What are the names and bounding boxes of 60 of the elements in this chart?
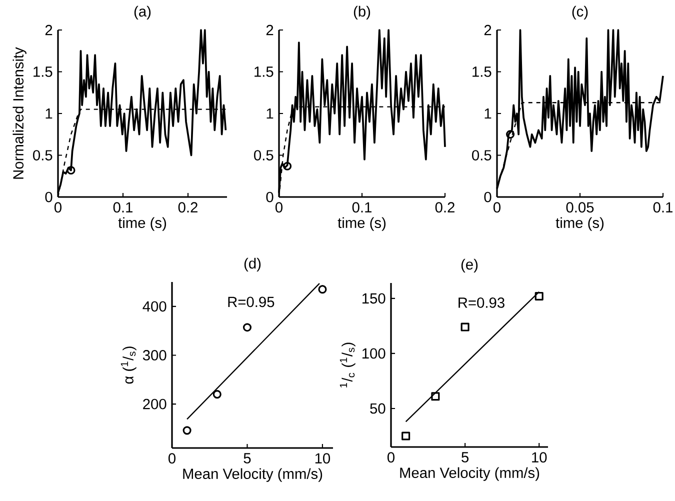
x-tick-label: 0.2 bbox=[435, 202, 454, 213]
x-axis-title: Mean Velocity (mm/s) bbox=[183, 468, 322, 482]
y-tick-label: 0.5 bbox=[472, 150, 492, 160]
x-axis-title: time (s) bbox=[118, 217, 166, 231]
point bbox=[534, 292, 544, 300]
y-tick-label: 100 bbox=[362, 348, 386, 359]
y-tick-label: 1.5 bbox=[472, 66, 492, 77]
x-tick-label: 0 bbox=[168, 453, 176, 464]
x-tick-label: 10 bbox=[315, 453, 330, 464]
y-tick-label: 300 bbox=[142, 350, 166, 360]
x-axis-title: Mean Velocity (mm/s) bbox=[400, 467, 540, 481]
chart-title: (c) bbox=[572, 6, 588, 20]
y-tick-label: 0 bbox=[45, 192, 52, 202]
y-tick-label: 1 bbox=[484, 108, 492, 119]
x-tick-label: 0 bbox=[387, 452, 394, 463]
y-tick-label: 0.5 bbox=[33, 150, 52, 160]
x-tick-label: 0.1 bbox=[352, 202, 372, 213]
x-tick-label: 0 bbox=[493, 202, 500, 213]
y-axis-title: α ($^{1}$/$_{s}$) bbox=[120, 346, 136, 384]
point bbox=[431, 392, 440, 401]
y-tick-label: 1.5 bbox=[34, 66, 52, 77]
x-tick-label: 0.1 bbox=[113, 202, 132, 213]
point bbox=[460, 322, 470, 332]
y-tick-label: 2 bbox=[484, 24, 492, 36]
annotation: R=0.93 bbox=[458, 298, 504, 308]
y-tick-label: 400 bbox=[142, 301, 166, 312]
x-tick-label: 0.05 bbox=[566, 202, 594, 213]
x-axis-title: time (s) bbox=[338, 217, 386, 231]
y-tick-label: 0.5 bbox=[254, 150, 274, 160]
chart-title: (a) bbox=[134, 6, 151, 20]
x-axis-title: time (s) bbox=[556, 217, 604, 231]
point bbox=[182, 426, 192, 435]
x-tick-label: 5 bbox=[244, 453, 251, 464]
y-tick-label: 2 bbox=[45, 24, 52, 36]
point bbox=[242, 323, 252, 332]
point bbox=[212, 390, 222, 399]
y-tick-label: 2 bbox=[266, 24, 274, 36]
y-tick-label: 0 bbox=[484, 192, 492, 202]
x-tick-label: 5 bbox=[462, 452, 469, 462]
x-tick-label: 10 bbox=[532, 452, 547, 463]
x-tick-label: 0 bbox=[275, 202, 282, 213]
chart-title: (e) bbox=[461, 258, 478, 273]
chart-title: (d) bbox=[244, 258, 261, 272]
line-series bbox=[278, 29, 446, 194]
y-axis-title: $^{1}$/$_{c}$ ($^{1}$/$_{s}$) bbox=[340, 342, 356, 388]
y-tick-label: 50 bbox=[370, 403, 386, 414]
point bbox=[402, 432, 410, 440]
y-tick-label: 1 bbox=[46, 108, 52, 119]
point bbox=[318, 285, 327, 294]
y-axis-title: Normalized Intensity bbox=[12, 47, 26, 179]
y-tick-label: 150 bbox=[362, 293, 386, 304]
x-tick-label: 0 bbox=[54, 202, 62, 213]
y-tick-label: 1.5 bbox=[254, 66, 274, 77]
x-tick-label: 0.2 bbox=[178, 202, 198, 213]
annotation: R=0.95 bbox=[228, 296, 274, 308]
y-tick-label: 0 bbox=[266, 192, 274, 202]
chart-title: (b) bbox=[354, 6, 370, 20]
y-tick-label: 1 bbox=[266, 108, 274, 119]
y-tick-label: 200 bbox=[143, 398, 166, 410]
x-tick-label: 0.1 bbox=[653, 202, 672, 213]
